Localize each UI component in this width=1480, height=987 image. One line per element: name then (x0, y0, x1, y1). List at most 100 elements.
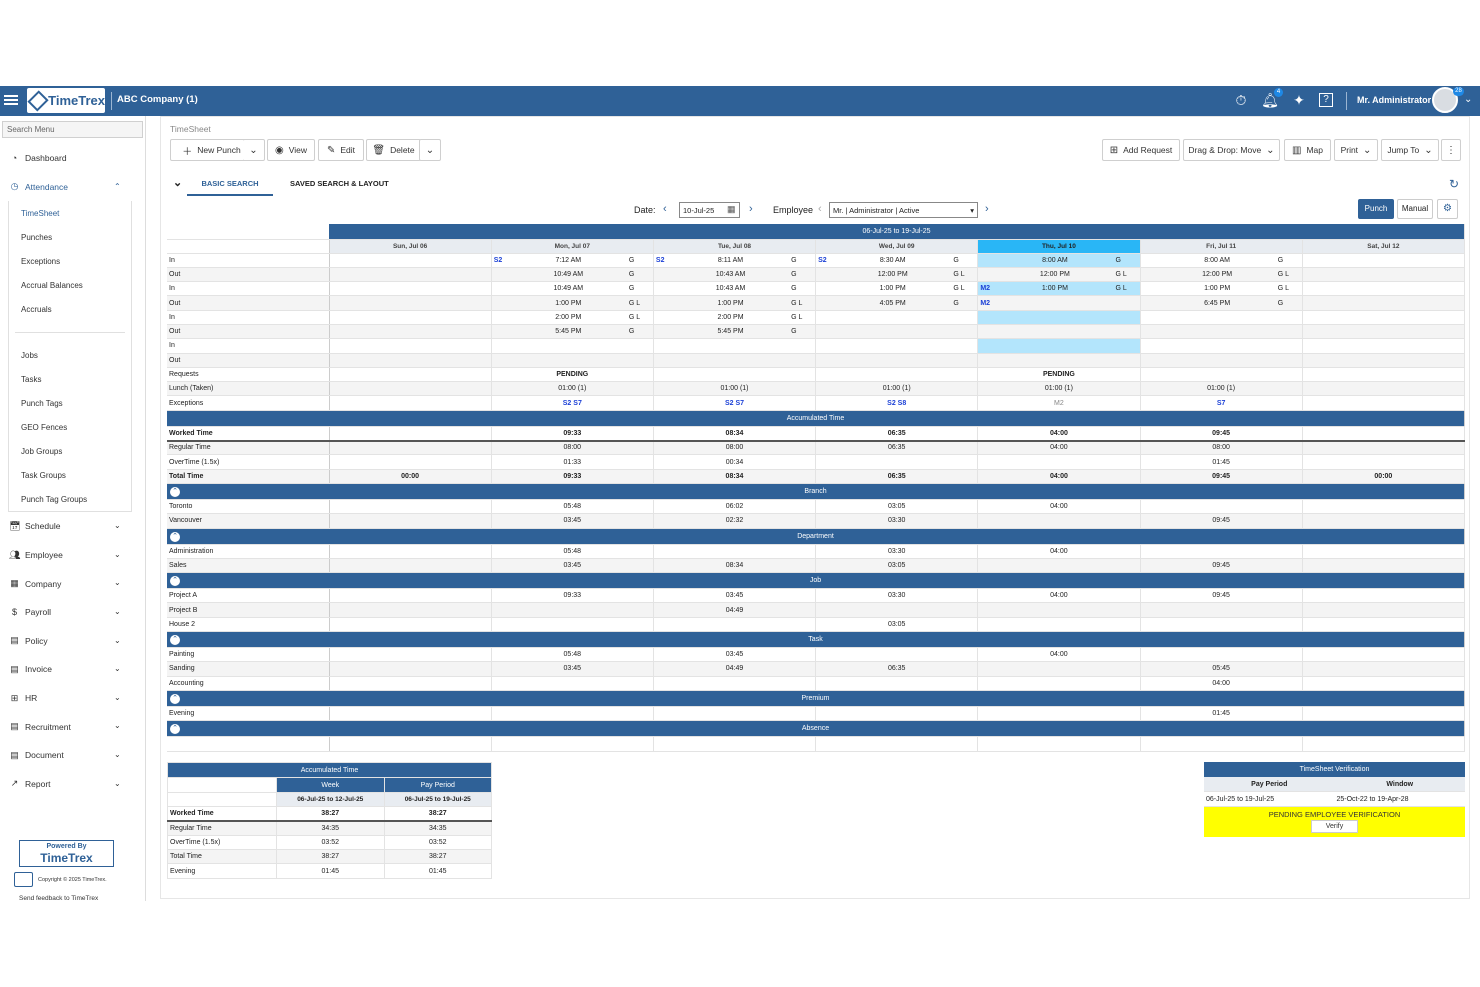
punch-cell[interactable]: 5:45 PM G (653, 324, 817, 340)
sidebar-item-report[interactable]: ↗ Report ⌄ (0, 770, 146, 799)
exceptions-cell[interactable]: S7 (1140, 395, 1303, 411)
submenu-item[interactable]: Punches (21, 232, 53, 242)
sidebar-item-payroll[interactable]: $ Payroll ⌄ (0, 598, 146, 627)
submenu-item[interactable]: Punch Tags (21, 398, 63, 408)
edit-button[interactable]: ✎ Edit (318, 139, 364, 161)
hamburger-menu-icon[interactable] (4, 93, 18, 107)
view-button[interactable]: ◉ View (267, 139, 315, 161)
punch-cell[interactable] (815, 324, 979, 340)
tab-basic-search[interactable]: BASIC SEARCH (187, 179, 273, 196)
submenu-item[interactable]: Exceptions (21, 256, 61, 266)
chevron-down-icon[interactable]: ⌄ (114, 664, 121, 674)
verify-button[interactable]: Verify (1310, 820, 1359, 833)
map-button[interactable]: ▥ Map (1284, 139, 1331, 161)
requests-cell[interactable] (815, 367, 979, 383)
submenu-item[interactable]: Accruals (21, 304, 52, 314)
lunch-cell[interactable] (329, 381, 492, 397)
add-request-button[interactable]: ⊞ Add Request (1102, 139, 1180, 161)
punch-cell[interactable]: 1:00 PM G L (815, 281, 979, 297)
chevron-down-icon[interactable]: ⌄ (114, 778, 121, 788)
punch-cell[interactable]: 10:43 AM G (653, 267, 817, 283)
calendar-icon[interactable]: ▦ (727, 204, 736, 214)
submenu-item[interactable]: Tasks (21, 374, 42, 384)
punch-cell[interactable] (977, 353, 1141, 368)
day-header[interactable]: Fri, Jul 11 (1140, 239, 1303, 254)
punch-cell[interactable]: 4:05 PM G (815, 295, 979, 311)
sidebar-item-dashboard[interactable]: ◔ Dashboard (0, 144, 146, 173)
chevron-up-icon[interactable]: ⌃ (114, 181, 121, 191)
bell-icon[interactable]: 🔔︎ 4 (1261, 88, 1283, 110)
lunch-cell[interactable]: 01:00 (1) (977, 381, 1141, 397)
submenu-item[interactable]: Punch Tag Groups (21, 494, 88, 504)
punch-cell[interactable]: S2 8:30 AM G (815, 253, 979, 268)
sidebar-item-invoice[interactable]: ▤ Invoice ⌄ (0, 655, 146, 684)
punch-cell[interactable] (977, 338, 1141, 354)
punch-mode-button[interactable]: Punch (1358, 199, 1394, 219)
punch-cell[interactable]: 10:49 AM G (491, 267, 654, 283)
punch-cell[interactable]: 6:45 PM G (1140, 295, 1303, 311)
collapse-icon[interactable]: ⌃ (170, 635, 180, 646)
sidebar-item-recruitment[interactable]: ▤ Recruitment ⌄ (0, 712, 146, 741)
chevron-down-icon[interactable]: ⌄ (114, 521, 121, 531)
punch-cell[interactable] (653, 353, 817, 368)
chevron-down-icon[interactable]: ⌄ (114, 606, 121, 616)
submenu-item[interactable]: TimeSheet (21, 208, 60, 218)
punch-cell[interactable] (491, 338, 654, 354)
sidebar-item-company[interactable]: ▦ Company ⌄ (0, 569, 146, 598)
punch-cell[interactable] (329, 310, 492, 325)
punch-cell[interactable] (653, 338, 817, 354)
punch-cell[interactable]: 1:00 PM G L (1140, 281, 1303, 297)
exceptions-cell[interactable]: S2 S8 (815, 395, 979, 411)
more-options-icon[interactable]: ⋮ (1441, 139, 1461, 161)
company-name[interactable]: ABC Company (1) (117, 94, 198, 105)
tab-saved-search[interactable]: SAVED SEARCH & LAYOUT (290, 179, 389, 188)
exceptions-cell[interactable] (329, 395, 492, 411)
punch-cell[interactable] (1140, 338, 1303, 354)
lunch-cell[interactable] (1302, 381, 1466, 397)
requests-cell[interactable]: PENDING (491, 367, 654, 383)
punch-cell[interactable]: 2:00 PM G L (491, 310, 654, 325)
punch-cell[interactable]: 12:00 PM G L (1140, 267, 1303, 283)
punch-cell[interactable] (1302, 353, 1466, 368)
punch-cell[interactable] (815, 353, 979, 368)
collapse-icon[interactable]: ⌃ (170, 693, 180, 704)
requests-cell[interactable] (329, 367, 492, 383)
lunch-cell[interactable]: 01:00 (1) (491, 381, 654, 397)
user-name[interactable]: Mr. Administrator (1357, 95, 1432, 105)
help-icon[interactable]: ? (1319, 93, 1333, 107)
exceptions-cell[interactable] (1302, 395, 1466, 411)
date-input[interactable]: 10-Jul-25 (679, 202, 740, 218)
punch-cell[interactable] (1302, 295, 1466, 311)
punch-cell[interactable] (1302, 324, 1466, 340)
next-date-icon[interactable]: › (749, 203, 753, 215)
feedback-link[interactable]: Send feedback to TimeTrex (19, 895, 99, 902)
punch-cell[interactable]: 12:00 PM G L (977, 267, 1141, 283)
punch-cell[interactable]: 5:45 PM G (491, 324, 654, 340)
punch-cell[interactable] (329, 281, 492, 297)
punch-cell[interactable]: 8:00 AM G (1140, 253, 1303, 268)
exceptions-cell[interactable]: S2 S7 (491, 395, 654, 411)
manual-mode-button[interactable]: Manual (1397, 199, 1433, 219)
punch-cell[interactable]: S2 8:11 AM G (653, 253, 817, 268)
requests-cell[interactable] (1140, 367, 1303, 383)
exceptions-cell[interactable]: S2 S7 (653, 395, 817, 411)
punch-cell[interactable] (1140, 310, 1303, 325)
day-header[interactable]: Tue, Jul 08 (653, 239, 817, 254)
punch-cell[interactable] (329, 253, 492, 268)
drag-drop-button[interactable]: Drag & Drop: Move ⌄ (1183, 139, 1280, 161)
new-punch-button[interactable]: ＋ New Punch (170, 139, 253, 161)
delete-button[interactable]: 🗑︎ Delete (366, 139, 421, 161)
chevron-down-icon[interactable]: ⌄ (1464, 94, 1473, 105)
chevron-down-icon[interactable]: ⌄ (114, 578, 121, 588)
chevron-down-icon[interactable]: ⌄ (114, 692, 121, 702)
collapse-icon[interactable]: ⌃ (170, 531, 180, 542)
new-punch-dropdown[interactable]: ⌄ (243, 139, 265, 161)
search-menu-input[interactable]: Search Menu (2, 121, 143, 138)
punch-cell[interactable] (1302, 253, 1466, 268)
exceptions-cell[interactable]: M2 (977, 395, 1141, 411)
punch-cell[interactable] (329, 353, 492, 368)
punch-cell[interactable] (329, 267, 492, 283)
punch-cell[interactable]: M2 1:00 PM G L (977, 281, 1141, 297)
day-header[interactable]: Thu, Jul 10 (977, 239, 1141, 254)
punch-cell[interactable] (1302, 281, 1466, 297)
